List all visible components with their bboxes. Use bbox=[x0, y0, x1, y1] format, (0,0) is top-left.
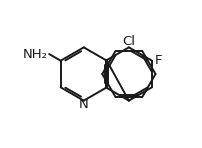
Text: N: N bbox=[78, 98, 88, 111]
Text: Cl: Cl bbox=[122, 35, 135, 48]
Text: F: F bbox=[154, 54, 162, 67]
Text: NH₂: NH₂ bbox=[23, 48, 47, 61]
